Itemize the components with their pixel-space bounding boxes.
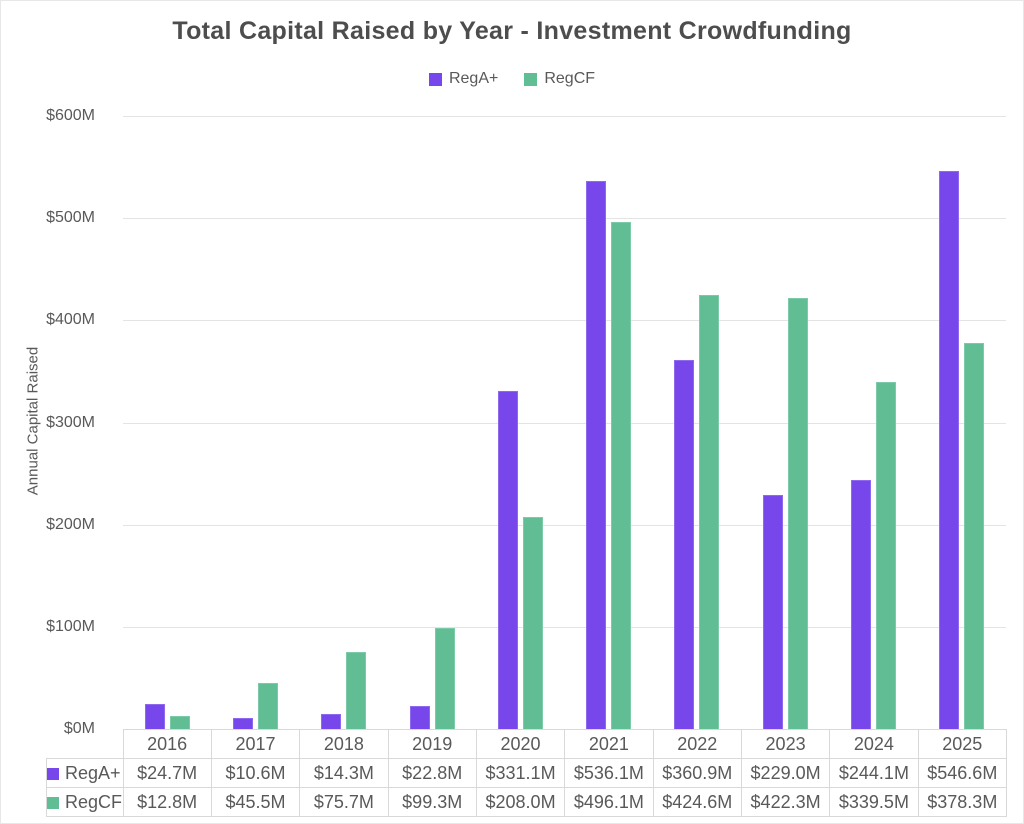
bar-RegA+-2016 [144,703,165,729]
regcf-color-swatch [524,72,538,86]
y-tick-label: $200M [46,515,95,533]
bar-RegA+-2022 [674,360,695,729]
table-corner-cell [47,730,124,759]
row-color-swatch [47,767,59,780]
table-cell-RegA+-2021: $536.1M [564,758,654,788]
y-tick-label: $100M [46,617,95,635]
bar-RegA+-2017 [232,718,253,729]
bar-group-2022 [653,116,741,729]
bar-groups [123,116,1006,729]
table-row-label-RegCF: RegCF [46,787,124,817]
bar-RegCF-2022 [699,295,720,729]
table-cell-RegA+-2016: $24.7M [122,758,212,788]
data-table: 2016 2017 2018 2019 2020 2021 2022 2023 2024 2025… [46,729,1008,817]
bar-RegA+-2025 [939,170,960,729]
bar-RegA+-2020 [497,390,518,729]
table-year-2020: 2020 [475,729,566,759]
bar-RegCF-2017 [257,682,278,729]
gridline [123,116,1006,117]
bar-RegA+-2023 [762,495,783,729]
bar-RegCF-2016 [169,715,190,729]
bar-RegA+-2019 [409,705,430,729]
y-tick-label: $0M [63,720,95,737]
table-cell-RegCF-2020: $208.0M [475,787,566,817]
legend-item-regcf: RegCF [524,70,595,88]
table-year-2025: 2025 [917,729,1008,759]
table-cell-RegCF-2024: $339.5M [829,787,919,817]
gridline [123,422,1006,424]
chart-legend: RegA+ RegCF [1,70,1023,88]
table-cell-RegCF-2017: $45.5M [210,787,301,817]
bar-RegCF-2023 [787,297,808,729]
bar-RegA+-2018 [321,714,342,729]
table-header-row: 2016 2017 2018 2019 2020 2021 2022 2023 2024 2025 [47,729,1008,759]
table-cell-RegA+-2019: $22.8M [387,758,477,788]
bar-group-2016 [123,116,211,729]
bar-RegCF-2020 [522,516,543,729]
table-cell-RegCF-2025: $378.3M [917,787,1008,817]
table-row-RegA+: RegA+ $24.7M $10.6M $14.3M $22.8M $331.1M $536… [46,758,1008,788]
bar-group-2017 [211,116,299,729]
legend-item-rega: RegA+ [428,70,499,88]
bar-RegA+-2021 [586,181,607,729]
row-color-swatch [47,796,59,809]
bar-RegCF-2018 [346,651,367,729]
table-cell-RegCF-2019: $99.3M [387,787,477,817]
gridline [123,320,1006,322]
bar-group-2021 [564,116,652,729]
table-cell-RegCF-2016: $12.8M [122,787,212,817]
row-label-text: RegCF [65,791,123,812]
table-year-2023: 2023 [740,729,831,759]
table-year-2018: 2018 [299,729,389,759]
table-year-2017: 2017 [210,729,301,759]
table-year-2016: 2016 [122,729,212,759]
table-year-2021: 2021 [564,729,654,759]
y-tick-label: $600M [46,107,95,124]
y-tick-label: $500M [46,209,95,227]
table-year-2022: 2022 [652,729,742,759]
bar-RegCF-2019 [434,627,455,729]
gridline [123,218,1006,220]
bar-group-2023 [741,116,829,729]
table-cell-RegA+-2024: $244.1M [829,758,919,788]
bar-group-2019 [388,116,476,729]
table-cell-RegCF-2021: $496.1M [564,787,654,817]
table-cell-RegA+-2018: $14.3M [299,758,389,788]
table-year-2024: 2024 [829,729,919,759]
bar-RegCF-2024 [876,382,897,729]
table-cell-RegA+-2020: $331.1M [475,758,566,788]
legend-label-regcf: RegCF [544,70,596,87]
table-cell-RegA+-2023: $229.0M [740,758,831,788]
row-label-text: RegA+ [65,762,121,783]
table-cell-RegA+-2025: $546.6M [917,758,1008,788]
bar-RegA+-2024 [851,479,872,729]
table-body: RegA+ $24.7M $10.6M $14.3M $22.8M $331.1M $536… [46,758,1008,817]
plot-area [123,116,1006,730]
bar-group-2025 [918,116,1006,729]
table-row-label-RegA+: RegA+ [46,758,124,788]
bar-group-2024 [829,116,917,729]
gridline [123,524,1006,526]
table-cell-RegCF-2018: $75.7M [299,787,389,817]
legend-label-rega: RegA+ [448,70,499,87]
gridline [123,626,1006,628]
y-ticks: $600M $500M $400M $300M $200M $100M $0M [1,107,109,737]
table-year-2019: 2019 [387,729,477,759]
chart-title: Total Capital Raised by Year - Investmen… [172,17,852,45]
table-cell-RegA+-2017: $10.6M [210,758,301,788]
rega-color-swatch [428,72,442,86]
bar-RegCF-2021 [611,222,632,729]
y-tick-label: $300M [46,413,95,431]
table-cell-RegA+-2022: $360.9M [652,758,742,788]
table-cell-RegCF-2023: $422.3M [740,787,831,817]
y-tick-label: $400M [46,311,95,329]
bar-RegCF-2025 [964,342,985,729]
bar-group-2020 [476,116,564,729]
table-row-RegCF: RegCF $12.8M $45.5M $75.7M $99.3M $208.0M $496… [46,787,1008,817]
table-cell-RegCF-2022: $424.6M [652,787,742,817]
bar-group-2018 [300,116,388,729]
